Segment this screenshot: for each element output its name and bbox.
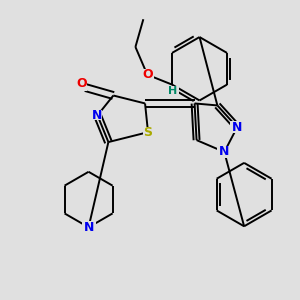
Text: O: O <box>76 77 87 90</box>
Text: N: N <box>219 146 230 158</box>
Text: O: O <box>142 68 153 81</box>
Text: N: N <box>83 221 94 234</box>
Bar <box>230 121 244 133</box>
Text: N: N <box>92 109 103 122</box>
Bar <box>167 85 179 98</box>
Bar <box>92 110 102 120</box>
Text: N: N <box>232 121 242 134</box>
Bar <box>143 127 153 137</box>
Text: S: S <box>143 126 152 139</box>
Bar <box>77 81 87 91</box>
Bar <box>140 69 154 81</box>
Bar <box>82 221 95 233</box>
Text: H: H <box>168 85 177 96</box>
Bar <box>218 146 231 158</box>
